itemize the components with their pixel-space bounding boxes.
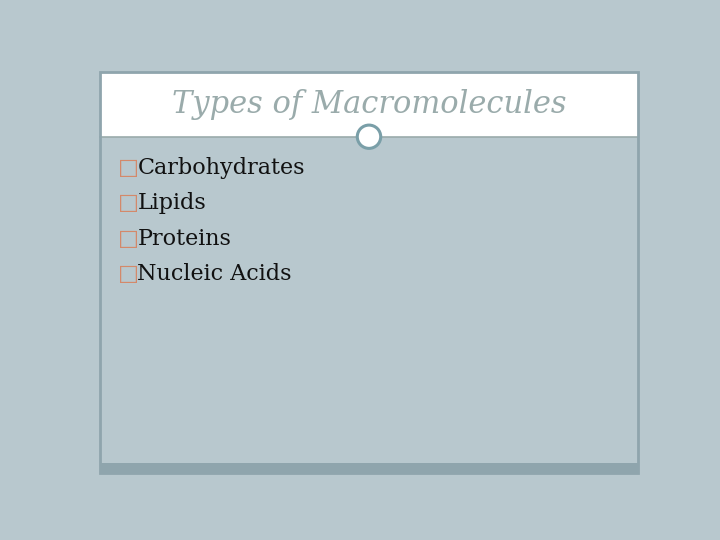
Text: □: □	[118, 263, 139, 285]
Text: □: □	[118, 192, 139, 214]
Text: □: □	[118, 227, 139, 249]
FancyBboxPatch shape	[100, 72, 638, 137]
Text: Types of Macromolecules: Types of Macromolecules	[172, 89, 566, 120]
Ellipse shape	[357, 125, 381, 148]
Text: Proteins: Proteins	[138, 227, 231, 249]
Text: □: □	[118, 157, 139, 179]
Text: Nucleic Acids: Nucleic Acids	[138, 263, 292, 285]
FancyBboxPatch shape	[100, 137, 638, 463]
Text: Lipids: Lipids	[138, 192, 206, 214]
Text: Carbohydrates: Carbohydrates	[138, 157, 305, 179]
FancyBboxPatch shape	[100, 463, 638, 473]
